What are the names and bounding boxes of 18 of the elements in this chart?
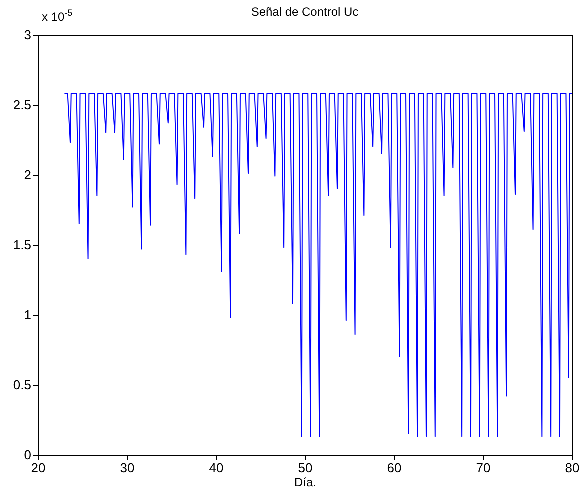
y-tick-label: 3 xyxy=(24,28,32,42)
x-tick-label: 20 xyxy=(31,460,46,476)
x-tick-label: 80 xyxy=(565,460,580,476)
y-tick-label: 0.5 xyxy=(13,378,32,392)
y-tick-label: 0 xyxy=(24,448,32,462)
y-tick-label: 1.5 xyxy=(13,238,32,252)
x-tick-label: 30 xyxy=(120,460,135,476)
y-tick-label: 2 xyxy=(24,168,32,182)
x-tick-label: 70 xyxy=(476,460,491,476)
chart-title: Señal de Control Uc xyxy=(251,5,359,19)
line-series xyxy=(64,93,572,438)
text: x 10$^{-5}$ xyxy=(42,8,73,24)
y-tick-label: 1 xyxy=(24,308,32,322)
y-tick-label: 2.5 xyxy=(13,98,32,112)
x-tick-label: 40 xyxy=(209,460,224,476)
x-tick-label: 60 xyxy=(387,460,402,476)
x-axis-title: Día. xyxy=(294,476,317,490)
x-tick-label: 50 xyxy=(298,460,313,476)
